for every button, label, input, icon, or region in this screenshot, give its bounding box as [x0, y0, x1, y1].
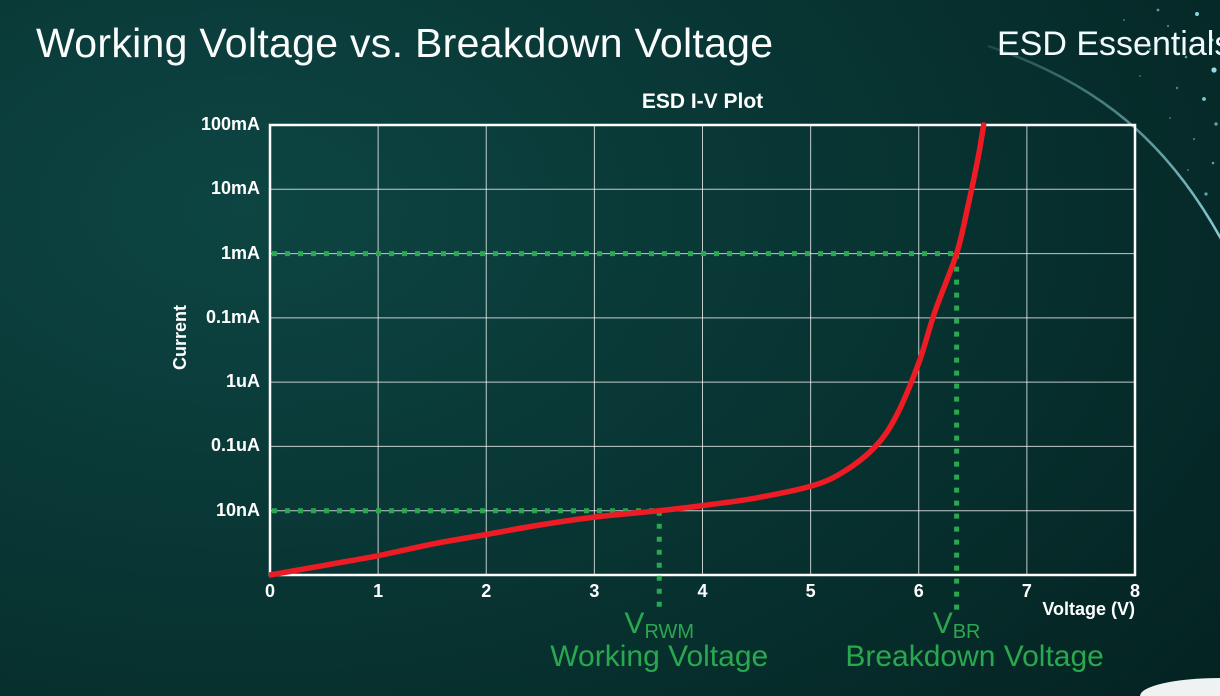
- iv-curve-path: [269, 122, 987, 578]
- vbr-symbol: V: [932, 607, 953, 640]
- decor-dot: [1214, 122, 1218, 126]
- vrwm-caption: Working Voltage: [550, 640, 769, 673]
- y-tick-label: 10mA: [210, 178, 260, 199]
- y-tick-label: 1uA: [225, 371, 260, 392]
- decor-dot: [1166, 24, 1170, 28]
- decor-dot: [1195, 12, 1199, 16]
- decor-dot: [1099, 39, 1101, 41]
- y-tick-label: 1mA: [220, 242, 260, 263]
- x-tick-label: 1: [373, 581, 384, 601]
- x-tick-label: 4: [697, 581, 708, 601]
- decor-dot: [1192, 137, 1196, 141]
- x-tick-label: 2: [481, 581, 492, 601]
- decor-swoosh: [987, 44, 1220, 240]
- x-axis-title: Voltage (V): [1042, 599, 1135, 619]
- page-title: Working Voltage vs. Breakdown Voltage: [36, 20, 774, 66]
- x-tick-label: 8: [1129, 581, 1140, 601]
- y-tick-label: 10nA: [215, 499, 260, 520]
- decor-dot: [1187, 169, 1189, 171]
- y-tick-label: 0.1mA: [205, 306, 260, 327]
- chart-title: ESD I-V Plot: [641, 90, 764, 113]
- x-tick-label: 6: [913, 581, 924, 601]
- decor-dot: [1123, 19, 1125, 21]
- x-tick-label: 5: [805, 581, 816, 601]
- vbr-subscript: BR: [952, 621, 981, 643]
- decor-dot: [1156, 8, 1160, 12]
- decor-dot: [1184, 55, 1188, 59]
- vbr-caption: Breakdown Voltage: [845, 640, 1104, 673]
- y-tick-label: 0.1uA: [210, 435, 260, 456]
- x-tick-label: 3: [589, 581, 600, 601]
- y-axis-title: Current: [170, 304, 190, 370]
- decor-dot: [1210, 38, 1214, 42]
- decor-dot: [1202, 97, 1206, 101]
- decor-dot: [1139, 75, 1141, 77]
- vrwm-subscript: RWM: [644, 621, 695, 643]
- x-tick-label: 0: [264, 581, 275, 601]
- vbr-annotation-label: VBR: [887, 607, 1027, 644]
- decor-dot: [1211, 161, 1215, 165]
- vrwm-annotation-label: VRWM: [589, 607, 729, 644]
- brand-text: ESD Essentials: [997, 25, 1220, 63]
- x-tick-label: 7: [1021, 581, 1032, 601]
- decor-dot: [1169, 117, 1171, 119]
- decor-dot: [1148, 47, 1152, 51]
- plot-border: [268, 123, 1137, 577]
- vrwm-symbol: V: [624, 607, 645, 640]
- y-tick-label: 100mA: [200, 114, 260, 134]
- decor-dot: [1204, 192, 1208, 196]
- decor-dot: [1211, 67, 1217, 73]
- decor-dot: [1175, 86, 1179, 90]
